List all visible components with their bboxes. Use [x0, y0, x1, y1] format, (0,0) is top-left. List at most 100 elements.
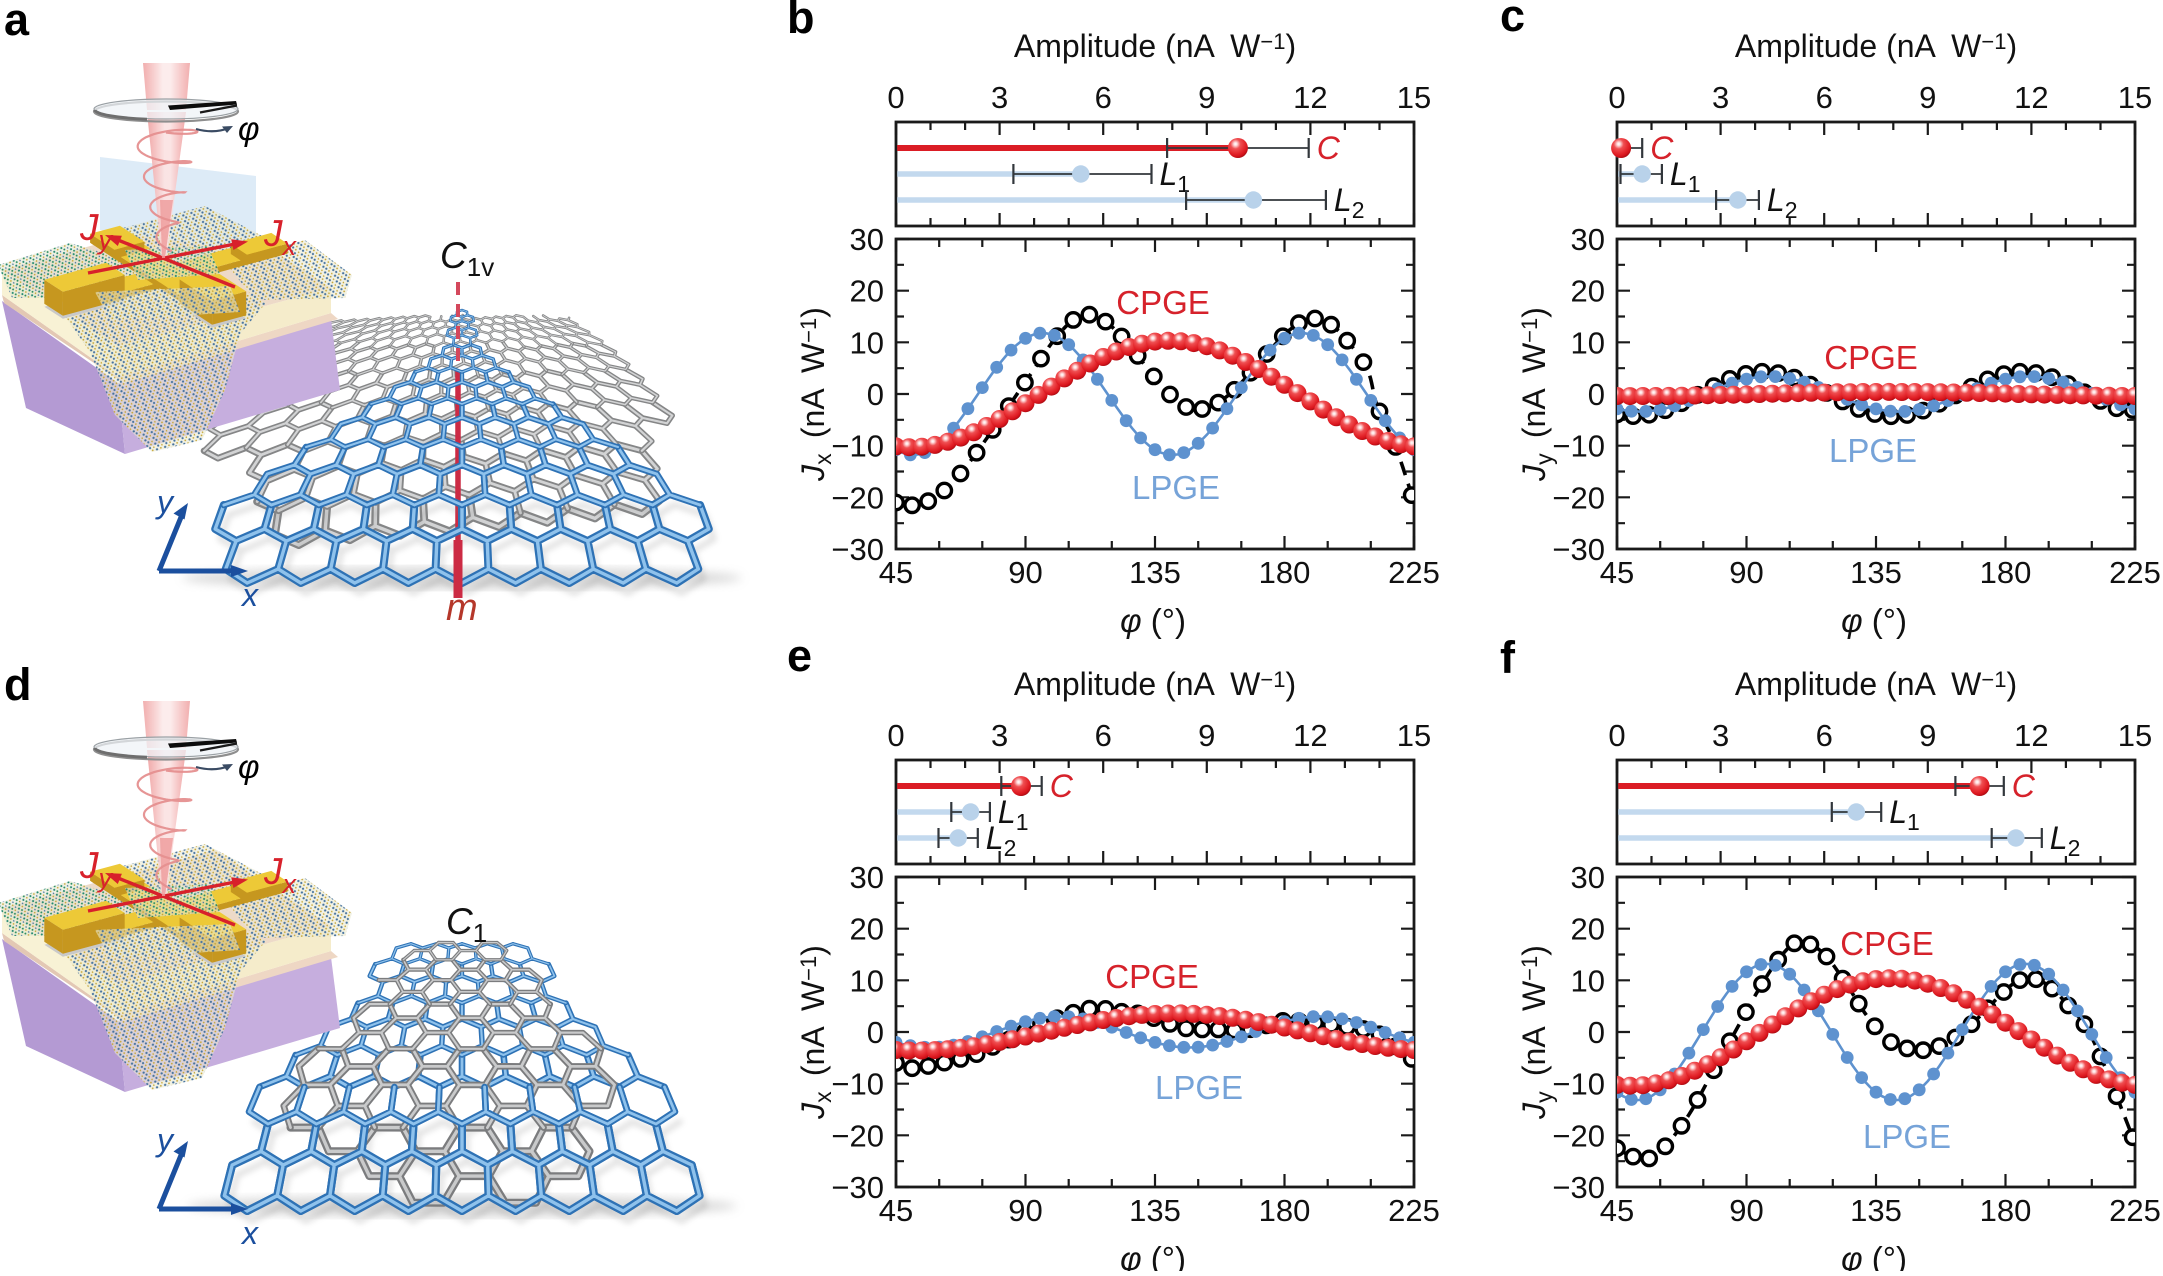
svg-text:y: y	[155, 484, 175, 520]
svg-text:0: 0	[887, 718, 904, 753]
svg-text:C: C	[1050, 768, 1074, 804]
svg-text:b: b	[787, 0, 815, 43]
svg-text:135: 135	[1129, 555, 1181, 590]
svg-text:3: 3	[1712, 80, 1729, 115]
svg-text:Amplitude (nA W−1): Amplitude (nA W−1)	[1014, 666, 1296, 702]
svg-text:−20: −20	[831, 480, 884, 515]
svg-text:90: 90	[1008, 1193, 1042, 1228]
svg-text:12: 12	[2014, 80, 2048, 115]
svg-text:−10: −10	[831, 1067, 884, 1102]
svg-text:φ (°): φ (°)	[1120, 1240, 1186, 1271]
svg-text:9: 9	[1198, 80, 1215, 115]
svg-text:12: 12	[1293, 80, 1327, 115]
svg-text:135: 135	[1850, 555, 1902, 590]
svg-text:9: 9	[1919, 718, 1936, 753]
svg-text:15: 15	[1397, 80, 1431, 115]
svg-text:e: e	[787, 630, 812, 681]
svg-text:12: 12	[2014, 718, 2048, 753]
svg-text:m: m	[446, 587, 478, 629]
svg-text:45: 45	[879, 1193, 913, 1228]
svg-text:0: 0	[1608, 80, 1625, 115]
svg-text:C: C	[2012, 768, 2036, 804]
svg-text:−20: −20	[831, 1118, 884, 1153]
svg-text:3: 3	[991, 80, 1008, 115]
svg-text:φ: φ	[238, 110, 260, 147]
svg-text:−20: −20	[1552, 480, 1605, 515]
svg-text:180: 180	[1980, 1193, 2032, 1228]
svg-text:x: x	[240, 577, 259, 613]
svg-text:30: 30	[1571, 860, 1605, 895]
svg-text:a: a	[4, 0, 30, 45]
svg-text:180: 180	[1259, 1193, 1311, 1228]
svg-text:180: 180	[1259, 555, 1311, 590]
svg-text:y: y	[155, 1122, 175, 1158]
svg-text:Jy (nA W−1): Jy (nA W−1)	[1516, 945, 1557, 1120]
svg-text:225: 225	[1388, 1193, 1440, 1228]
svg-text:3: 3	[1712, 718, 1729, 753]
svg-text:0: 0	[867, 1015, 884, 1050]
svg-text:L1: L1	[1670, 156, 1701, 197]
svg-text:−10: −10	[1552, 1067, 1605, 1102]
svg-text:6: 6	[1816, 718, 1833, 753]
svg-text:135: 135	[1129, 1193, 1181, 1228]
svg-text:10: 10	[850, 325, 884, 360]
svg-text:CPGE: CPGE	[1116, 284, 1210, 321]
svg-text:L1: L1	[998, 794, 1029, 835]
svg-text:15: 15	[1397, 718, 1431, 753]
svg-text:9: 9	[1919, 80, 1936, 115]
svg-text:L2: L2	[1334, 182, 1365, 223]
svg-text:Amplitude (nA W−1): Amplitude (nA W−1)	[1014, 28, 1296, 64]
svg-text:0: 0	[887, 80, 904, 115]
svg-text:90: 90	[1729, 555, 1763, 590]
svg-text:15: 15	[2118, 718, 2152, 753]
svg-text:0: 0	[1608, 718, 1625, 753]
svg-text:φ: φ	[238, 748, 260, 785]
svg-text:φ (°): φ (°)	[1841, 1240, 1907, 1271]
svg-text:LPGE: LPGE	[1829, 432, 1917, 469]
svg-text:C: C	[1317, 130, 1341, 166]
svg-text:135: 135	[1850, 1193, 1902, 1228]
svg-text:0: 0	[1588, 1015, 1605, 1050]
svg-text:6: 6	[1095, 718, 1112, 753]
svg-text:30: 30	[1571, 222, 1605, 257]
svg-text:d: d	[4, 659, 32, 710]
svg-text:Amplitude (nA W−1): Amplitude (nA W−1)	[1735, 666, 2017, 702]
svg-text:Jx (nA W−1): Jx (nA W−1)	[795, 945, 836, 1120]
svg-text:30: 30	[850, 222, 884, 257]
svg-text:45: 45	[1600, 1193, 1634, 1228]
svg-text:20: 20	[850, 274, 884, 309]
svg-text:20: 20	[1571, 912, 1605, 947]
svg-text:f: f	[1500, 632, 1516, 683]
svg-text:−30: −30	[831, 532, 884, 567]
svg-text:Amplitude (nA W−1): Amplitude (nA W−1)	[1735, 28, 2017, 64]
svg-text:30: 30	[850, 860, 884, 895]
svg-text:−10: −10	[831, 429, 884, 464]
svg-text:CPGE: CPGE	[1105, 958, 1199, 995]
svg-text:9: 9	[1198, 718, 1215, 753]
svg-text:20: 20	[850, 912, 884, 947]
svg-text:C: C	[1650, 130, 1674, 166]
svg-text:x: x	[240, 1215, 259, 1251]
svg-text:0: 0	[1588, 377, 1605, 412]
svg-text:φ (°): φ (°)	[1841, 602, 1907, 639]
svg-text:LPGE: LPGE	[1132, 469, 1220, 506]
svg-text:Jy: Jy	[79, 207, 114, 255]
svg-text:0: 0	[867, 377, 884, 412]
svg-text:45: 45	[879, 555, 913, 590]
svg-text:225: 225	[1388, 555, 1440, 590]
svg-text:LPGE: LPGE	[1155, 1069, 1243, 1106]
svg-text:−30: −30	[831, 1170, 884, 1205]
svg-text:15: 15	[2118, 80, 2152, 115]
svg-text:10: 10	[1571, 963, 1605, 998]
svg-text:45: 45	[1600, 555, 1634, 590]
svg-text:10: 10	[850, 963, 884, 998]
svg-text:6: 6	[1816, 80, 1833, 115]
svg-text:φ (°): φ (°)	[1120, 602, 1186, 639]
svg-text:3: 3	[991, 718, 1008, 753]
svg-text:12: 12	[1293, 718, 1327, 753]
svg-text:90: 90	[1729, 1193, 1763, 1228]
svg-text:LPGE: LPGE	[1863, 1118, 1951, 1155]
svg-text:−30: −30	[1552, 532, 1605, 567]
svg-text:90: 90	[1008, 555, 1042, 590]
svg-text:225: 225	[2109, 555, 2161, 590]
